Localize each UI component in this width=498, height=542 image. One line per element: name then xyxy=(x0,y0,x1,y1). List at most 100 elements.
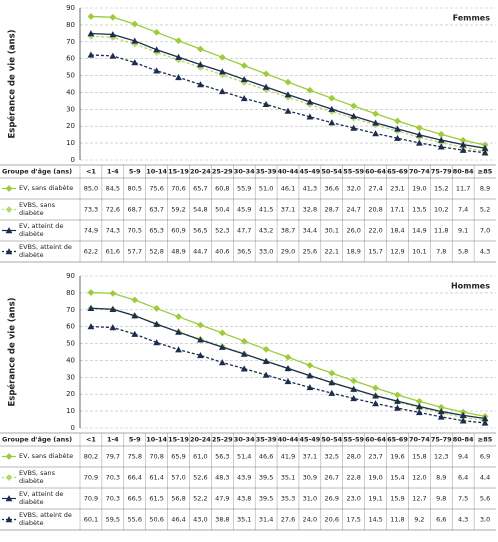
table-cell: 80,2 xyxy=(84,453,98,461)
data-point xyxy=(459,411,467,419)
table-cell: 24,7 xyxy=(346,206,360,214)
data-point xyxy=(87,30,95,37)
table-cell: 70,9 xyxy=(84,495,98,503)
data-point xyxy=(284,377,292,385)
y-axis-label: Espérance de vie (ans) xyxy=(7,297,18,406)
panel-title: Femmes xyxy=(453,14,491,23)
table-cell: 28,7 xyxy=(325,206,339,214)
table-cell: 31,0 xyxy=(303,495,317,503)
x-tick-label: 10-14 xyxy=(146,168,167,176)
table-cell: 48,3 xyxy=(215,474,229,482)
data-point xyxy=(372,110,379,118)
data-point xyxy=(415,397,423,405)
table-cell: 4,4 xyxy=(480,474,490,482)
table-cell: 12,0 xyxy=(412,474,426,482)
data-point xyxy=(459,141,467,148)
data-point xyxy=(306,113,314,120)
table-cell: 6,6 xyxy=(436,516,446,524)
table-cell: 20,6 xyxy=(325,516,339,524)
data-point xyxy=(459,136,467,144)
table-cell: 22,1 xyxy=(325,248,339,256)
table-cell: 47,7 xyxy=(237,227,251,235)
y-tick-label: 80 xyxy=(66,21,75,29)
table-cell: 19,6 xyxy=(390,453,404,461)
y-tick-label: 10 xyxy=(66,139,75,147)
data-point xyxy=(175,328,182,335)
data-point xyxy=(87,304,95,311)
table-cell: 52,8 xyxy=(149,248,163,256)
table-cell: 55,9 xyxy=(237,185,251,193)
y-tick-label: 40 xyxy=(66,356,75,364)
data-point xyxy=(350,395,358,402)
table-cell: 61,4 xyxy=(149,474,163,482)
y-tick-label: 90 xyxy=(66,4,75,12)
data-point xyxy=(240,350,248,357)
data-point xyxy=(240,365,248,372)
data-point xyxy=(481,144,489,151)
table-cell: 65,3 xyxy=(149,227,163,235)
legend-marker xyxy=(5,495,13,502)
legend-marker xyxy=(5,206,13,213)
table-cell: 70,5 xyxy=(127,227,141,235)
data-point xyxy=(131,20,139,28)
x-tick-label: 20-24 xyxy=(190,436,211,444)
data-point xyxy=(218,88,226,95)
table-cell: 41,3 xyxy=(303,185,317,193)
table-cell: 26,9 xyxy=(325,495,339,503)
y-tick-label: 60 xyxy=(66,55,75,63)
legend-entry: EVBS, atteint de diabète xyxy=(19,243,72,259)
data-point xyxy=(240,79,248,86)
table-cell: 7,0 xyxy=(480,227,490,235)
table-cell: 13,5 xyxy=(412,206,426,214)
table-cell: 57,7 xyxy=(127,248,141,256)
x-tick-label: 35-39 xyxy=(256,168,277,176)
data-point xyxy=(131,37,139,44)
x-tick-label: 65-69 xyxy=(387,436,408,444)
data-point xyxy=(197,336,204,343)
table-cell: 24,0 xyxy=(303,516,317,524)
data-point xyxy=(131,312,139,319)
data-point xyxy=(175,37,182,45)
table-cell: 18,4 xyxy=(390,227,404,235)
table-cell: 9,2 xyxy=(414,516,424,524)
table-cell: 60,9 xyxy=(171,227,185,235)
data-point xyxy=(240,76,248,83)
data-point xyxy=(262,345,270,353)
legend-marker xyxy=(5,248,13,255)
x-tick-label: 80-84 xyxy=(453,168,474,176)
data-point xyxy=(197,64,204,71)
panel: 0 10 20 30 40 50 60 70 80 90 Espérance de vie (ans… xyxy=(0,272,496,531)
table-cell: 50,4 xyxy=(215,206,229,214)
table-cell: 9,8 xyxy=(436,495,446,503)
panel: 0 10 20 30 40 50 60 70 80 90 Espérance de vie (ans… xyxy=(0,4,496,263)
table-cell: 72,6 xyxy=(106,206,120,214)
x-tick-label: 5-9 xyxy=(129,436,141,444)
data-point xyxy=(350,112,358,119)
table-cell: 44,7 xyxy=(193,248,207,256)
table-cell: 61,6 xyxy=(106,248,120,256)
data-point xyxy=(415,409,423,416)
data-point xyxy=(262,83,270,90)
x-tick-label: <1 xyxy=(86,436,96,444)
table-cell: 75,8 xyxy=(127,453,141,461)
table-cell: 12,7 xyxy=(412,495,426,503)
legend-marker xyxy=(5,453,13,460)
table-cell: 4,3 xyxy=(458,516,468,524)
data-point xyxy=(197,61,204,68)
legend-entry-box: EV, atteint de diabète xyxy=(19,222,63,237)
data-point xyxy=(109,52,117,59)
table-cell: 5,2 xyxy=(480,206,490,214)
legend-entry: EVBS, sans diabète xyxy=(19,201,56,217)
data-point xyxy=(481,415,489,422)
x-tick-label: 45-49 xyxy=(299,168,320,176)
table-cell: 52,3 xyxy=(215,227,229,235)
table-cell: 70,6 xyxy=(171,185,185,193)
data-point xyxy=(262,100,270,107)
table-cell: 5,8 xyxy=(458,248,468,256)
table-cell: 6,4 xyxy=(458,474,468,482)
table-cell: 51,4 xyxy=(237,453,251,461)
table-cell: 7,8 xyxy=(436,248,446,256)
table-cell: 10,2 xyxy=(434,206,448,214)
table-header-label: Groupe d'âge (ans) xyxy=(2,436,72,444)
table-cell: 6,9 xyxy=(480,453,490,461)
